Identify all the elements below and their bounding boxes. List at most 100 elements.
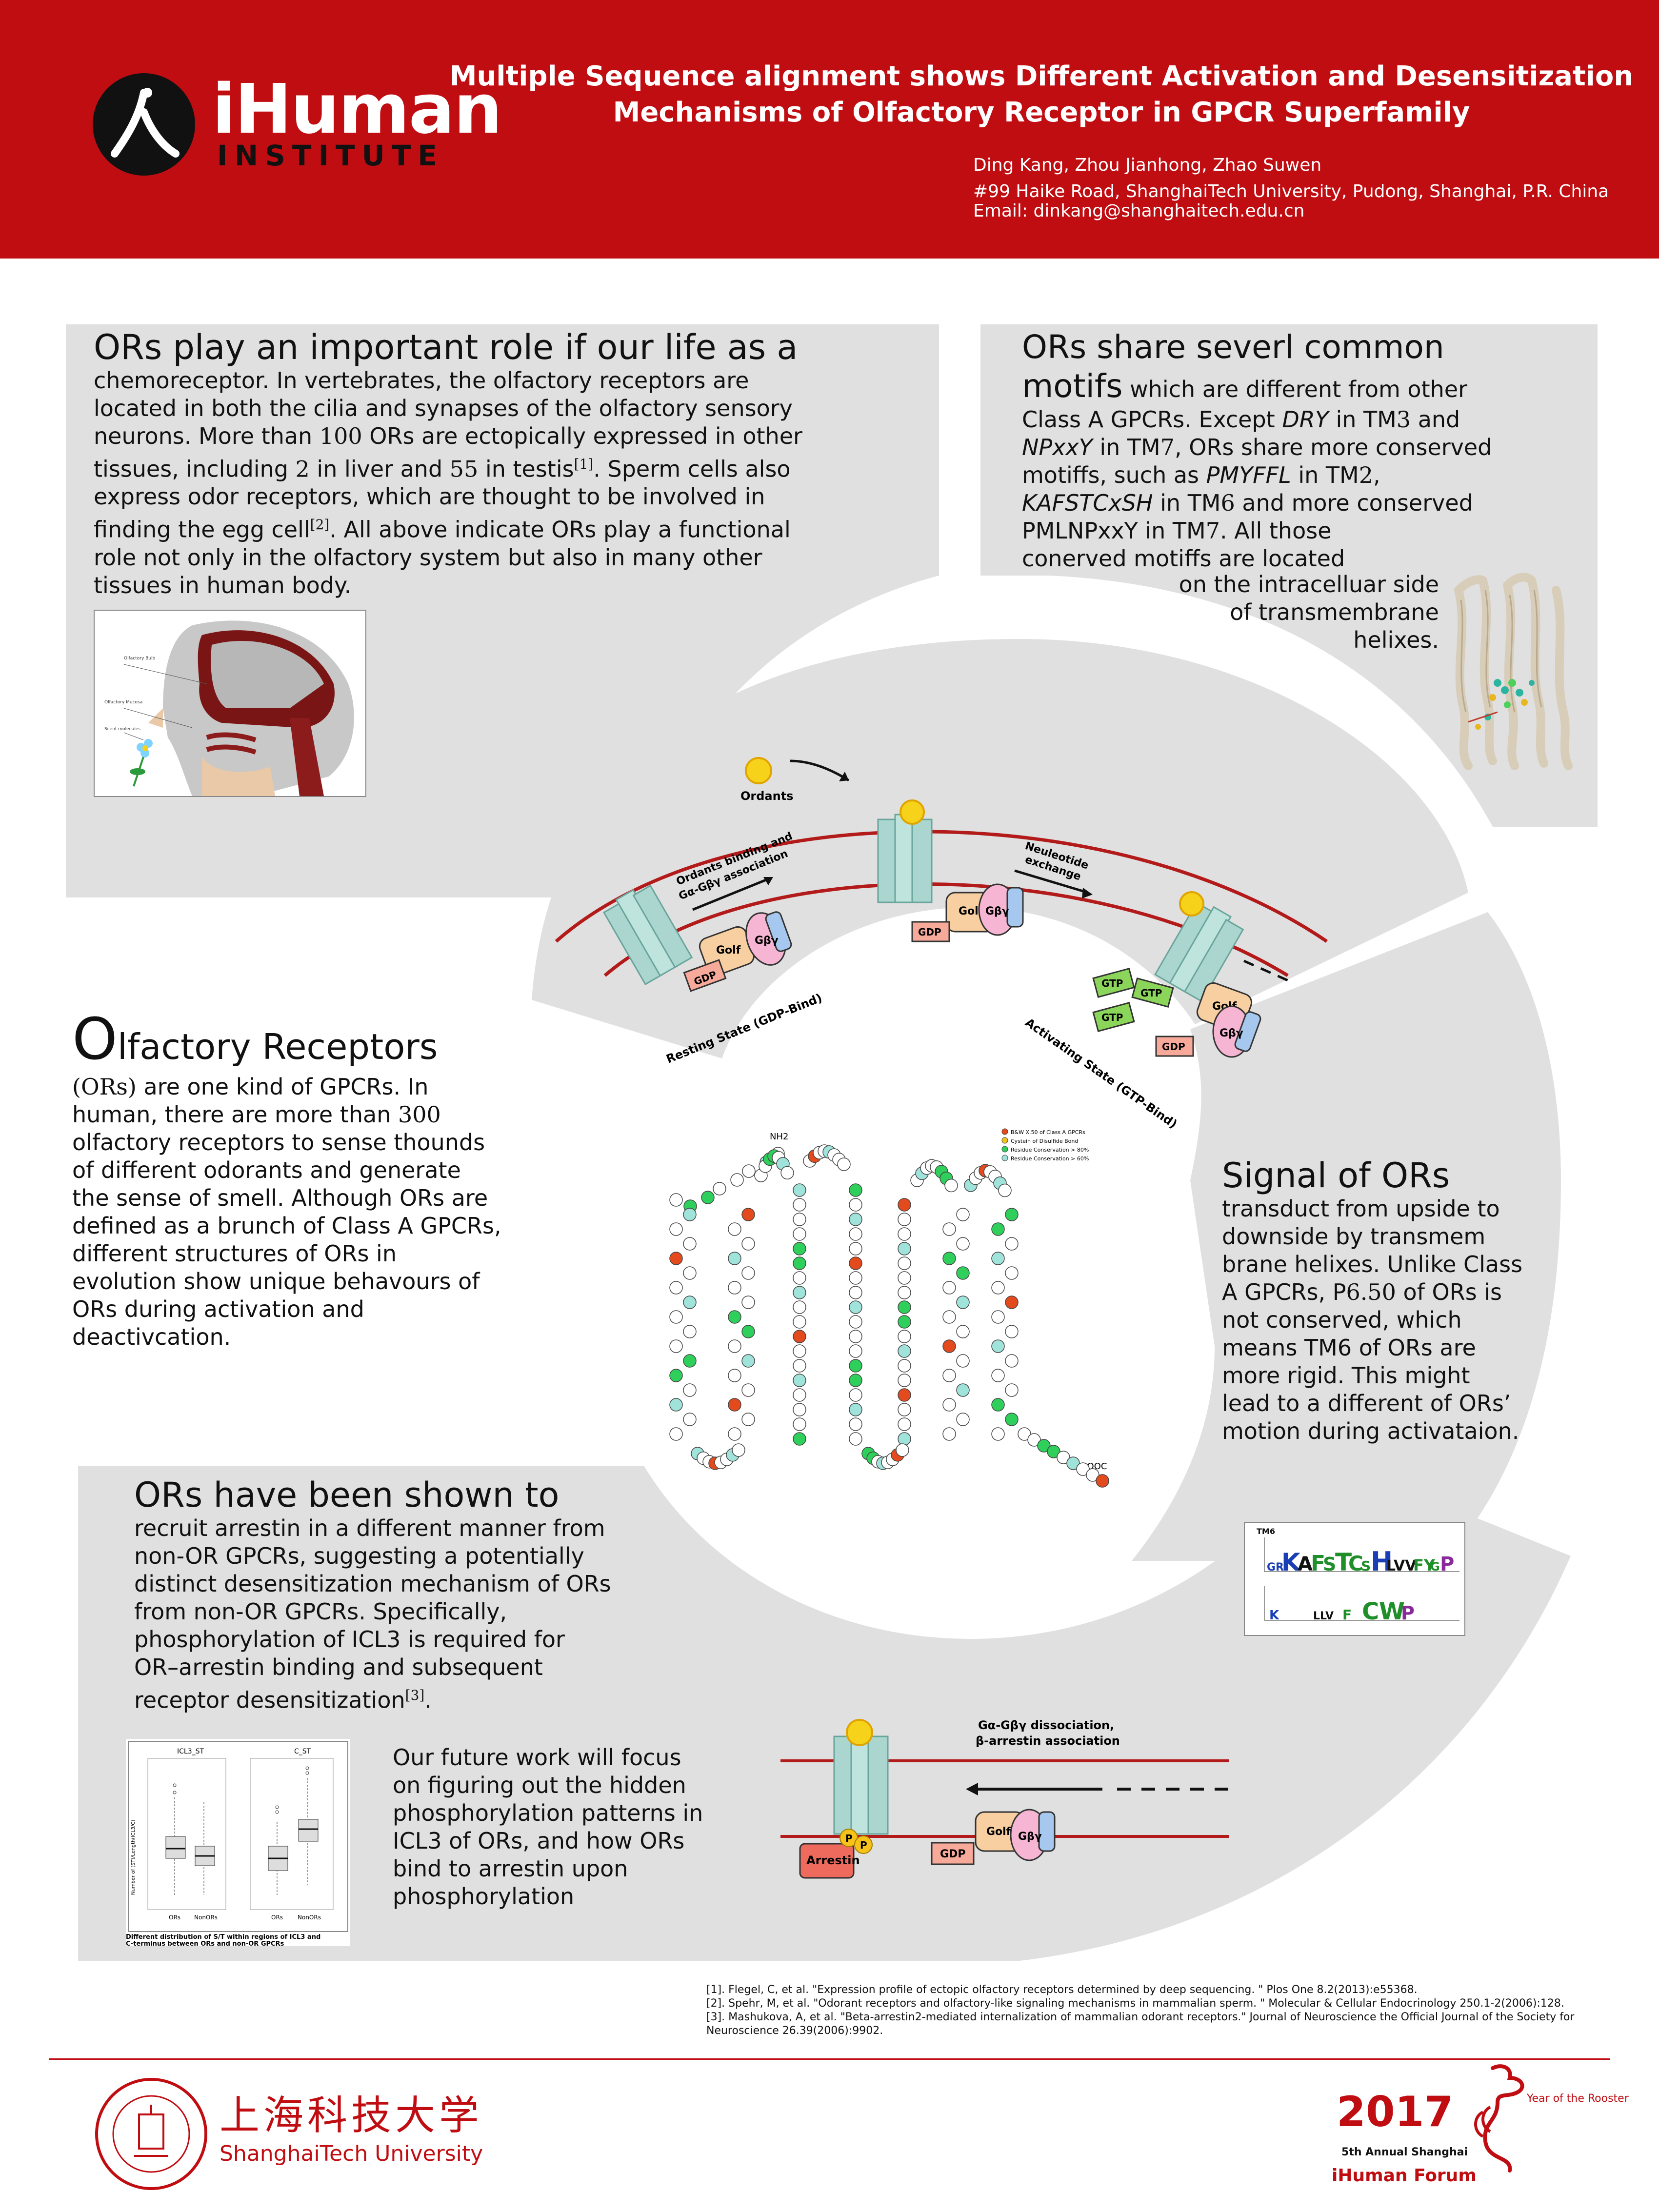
svg-text:C: C bbox=[1362, 1598, 1379, 1625]
residue-circle bbox=[683, 1383, 697, 1397]
tm6-sequence-logo: TM6 GR K A F S T C S H LVV FY G P K LLV … bbox=[1244, 1522, 1465, 1636]
residue-circle bbox=[942, 1339, 956, 1353]
residue-circle bbox=[898, 1271, 911, 1285]
address: #99 Haike Road, ShanghaiTech University,… bbox=[973, 181, 1609, 201]
residue-circle bbox=[849, 1403, 862, 1416]
residue-circle bbox=[1027, 1433, 1041, 1447]
gtp-label-2: GTP bbox=[1140, 987, 1162, 999]
residue-circle bbox=[898, 1242, 911, 1255]
residue-circle bbox=[1086, 1468, 1099, 1482]
boxplot-caption-2: C-terminus between ORs and non-OR GPCRs bbox=[126, 1940, 284, 1946]
residue-circle bbox=[898, 1213, 911, 1226]
residue-circle bbox=[1057, 1451, 1070, 1464]
residue-circle bbox=[793, 1315, 806, 1329]
residue-circle bbox=[898, 1403, 911, 1416]
residue-circle bbox=[898, 1198, 911, 1212]
residue-circle bbox=[793, 1330, 806, 1343]
residue-circle bbox=[849, 1300, 862, 1314]
residue-circle bbox=[944, 1178, 958, 1193]
residue-circle bbox=[956, 1208, 970, 1221]
residue-circle bbox=[701, 1191, 715, 1204]
legend-swatch bbox=[1001, 1137, 1008, 1144]
svg-text:K: K bbox=[1281, 1548, 1301, 1576]
boxplot-figure: ICL3_ST C_ST Number of (ST)/Length(ICL3/… bbox=[126, 1739, 350, 1948]
residue-circle bbox=[849, 1432, 862, 1446]
person-glyph-icon bbox=[111, 88, 180, 158]
ihuman-logo-text: iHuman bbox=[212, 70, 502, 149]
residue-circle bbox=[898, 1344, 911, 1358]
residue-circle bbox=[683, 1413, 697, 1426]
motifs-line-6: conerved motiffs are located bbox=[1022, 545, 1345, 572]
motifs-line-2: NPxxY in TM7, ORs share more conserved bbox=[1022, 434, 1492, 460]
legend-entry: Residue Conservation > 80% bbox=[1011, 1147, 1089, 1153]
residue-circle bbox=[683, 1208, 697, 1221]
residue-circle bbox=[728, 1398, 741, 1412]
residue-circle bbox=[1005, 1208, 1019, 1221]
svg-text:P: P bbox=[1401, 1602, 1415, 1624]
residue-circle bbox=[956, 1325, 970, 1338]
residue-circle bbox=[942, 1369, 956, 1382]
residue-circle bbox=[898, 1315, 911, 1329]
residue-circle bbox=[793, 1183, 806, 1197]
head-anatomy-illustration: Olfactory Bulb Olfactory Mucosa Scent mo… bbox=[104, 620, 354, 796]
residue-circle bbox=[741, 1295, 755, 1309]
residue-circle bbox=[683, 1266, 697, 1280]
forum-annual: 5th Annual Shanghai bbox=[1341, 2146, 1468, 2158]
residue-circle bbox=[849, 1388, 862, 1402]
residue-circle bbox=[837, 1157, 851, 1171]
motifs-line-heading2: motifs which are different from other bbox=[1022, 367, 1467, 405]
residue-circle bbox=[991, 1252, 1005, 1265]
residue-circle bbox=[849, 1183, 862, 1197]
residue-circle bbox=[898, 1300, 911, 1314]
residue-circle bbox=[713, 1182, 726, 1196]
residue-circle bbox=[956, 1266, 970, 1280]
or-line-2: human, there are more than 300 bbox=[72, 1101, 441, 1128]
future-line-3: phosphorylation patterns in bbox=[393, 1800, 703, 1826]
svg-text:FY: FY bbox=[1413, 1556, 1436, 1574]
title-line-2: Mechanisms of Olfactory Receptor in GPCR… bbox=[613, 97, 1470, 128]
residue-circle bbox=[898, 1417, 911, 1431]
residue-circle bbox=[669, 1281, 683, 1295]
residue-circle bbox=[991, 1281, 1005, 1295]
residue-circle bbox=[669, 1252, 683, 1265]
header-banner bbox=[0, 0, 1659, 259]
legend-entry: B&W X.50 of Class A GPCRs bbox=[1011, 1129, 1085, 1136]
receptor-resting bbox=[602, 884, 693, 985]
legend-swatch bbox=[1001, 1155, 1008, 1161]
residue-circle bbox=[849, 1330, 862, 1343]
arrestin-heading: ORs have been shown to bbox=[134, 1475, 560, 1515]
boxplot-ylabel: Number of (ST)/Length(ICL3/C) bbox=[131, 1820, 136, 1895]
arrestin-line-4: from non-OR GPCRs. Specifically, bbox=[134, 1598, 507, 1625]
intro-line-7: role not only in the olfactory system bu… bbox=[94, 544, 762, 571]
residue-circle bbox=[728, 1310, 741, 1324]
legend-entry: Residue Conservation > 60% bbox=[1011, 1156, 1089, 1162]
future-line-4: ICL3 of ORs, and how ORs bbox=[393, 1828, 685, 1854]
residue-circle bbox=[849, 1417, 862, 1431]
residue-circle bbox=[898, 1256, 911, 1270]
arrestin-line-6: OR–arrestin binding and subsequent bbox=[134, 1654, 543, 1680]
footer-divider bbox=[49, 2058, 1610, 2060]
residue-circle bbox=[942, 1310, 956, 1324]
dissoc-label-2: β-arrestin association bbox=[976, 1734, 1120, 1748]
residue-circle bbox=[956, 1413, 970, 1426]
odorant-arrow-icon bbox=[790, 759, 850, 782]
residue-circle bbox=[1005, 1383, 1019, 1397]
label-odorants: Ordants bbox=[740, 789, 793, 803]
odorant-arrestin-icon bbox=[846, 1719, 873, 1746]
residue-circle bbox=[741, 1266, 755, 1280]
residue-circle bbox=[898, 1359, 911, 1373]
residue-circle bbox=[1005, 1413, 1019, 1426]
residue-circle bbox=[730, 1173, 744, 1187]
fig-label-scent-molecules: Scent molecules bbox=[104, 727, 140, 732]
residue-circle bbox=[669, 1310, 683, 1324]
residue-circle bbox=[942, 1427, 956, 1441]
residue-circle bbox=[1066, 1456, 1080, 1470]
signal-line-7: more rigid. This might bbox=[1222, 1362, 1470, 1389]
gtp-label-3: GTP bbox=[1101, 1012, 1123, 1023]
svg-text:A: A bbox=[1298, 1553, 1313, 1575]
snake-plot: NH2 HOOC B&W X.50 of Class A GPCRsCystei… bbox=[669, 1128, 1109, 1488]
residue-circle bbox=[942, 1222, 956, 1236]
or-line-5: the sense of smell. Although ORs are bbox=[72, 1185, 488, 1211]
snake-legend: B&W X.50 of Class A GPCRs Cystein of Disu… bbox=[1001, 1128, 1089, 1162]
residue-circle bbox=[896, 1443, 909, 1457]
